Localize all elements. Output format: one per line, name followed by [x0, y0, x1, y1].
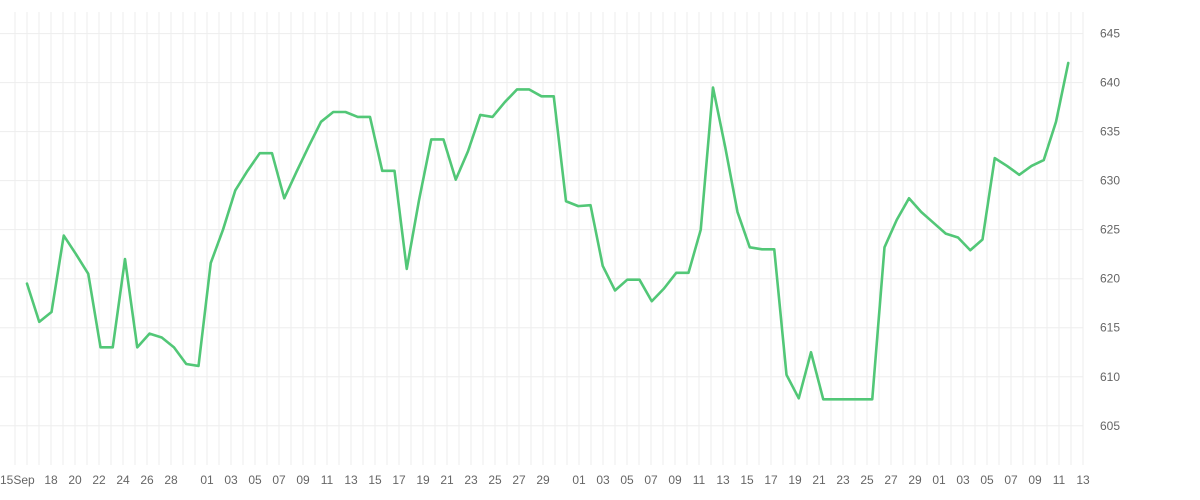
svg-text:09: 09	[296, 473, 310, 487]
svg-text:07: 07	[1004, 473, 1018, 487]
svg-text:11: 11	[1053, 473, 1066, 487]
svg-text:11: 11	[693, 473, 706, 487]
svg-text:17: 17	[392, 473, 406, 487]
svg-text:26: 26	[140, 473, 154, 487]
svg-text:23: 23	[836, 473, 850, 487]
svg-text:640: 640	[1100, 76, 1120, 90]
svg-text:17: 17	[764, 473, 778, 487]
svg-text:05: 05	[248, 473, 262, 487]
svg-text:15: 15	[740, 473, 754, 487]
svg-text:24: 24	[116, 473, 130, 487]
svg-text:01: 01	[572, 473, 586, 487]
svg-text:22: 22	[92, 473, 106, 487]
svg-text:15: 15	[368, 473, 382, 487]
svg-text:21: 21	[440, 473, 454, 487]
svg-text:27: 27	[884, 473, 898, 487]
svg-text:13: 13	[716, 473, 730, 487]
svg-text:625: 625	[1100, 223, 1120, 237]
svg-text:09: 09	[1028, 473, 1042, 487]
svg-text:07: 07	[644, 473, 658, 487]
svg-text:01: 01	[200, 473, 214, 487]
svg-text:19: 19	[416, 473, 430, 487]
svg-text:29: 29	[536, 473, 550, 487]
svg-text:25: 25	[860, 473, 874, 487]
svg-text:03: 03	[596, 473, 610, 487]
svg-text:01: 01	[932, 473, 946, 487]
svg-text:07: 07	[272, 473, 286, 487]
svg-text:23: 23	[464, 473, 478, 487]
svg-text:635: 635	[1100, 125, 1120, 139]
svg-text:21: 21	[812, 473, 826, 487]
svg-text:13: 13	[1076, 473, 1090, 487]
svg-text:20: 20	[68, 473, 82, 487]
svg-text:03: 03	[224, 473, 238, 487]
svg-text:05: 05	[620, 473, 634, 487]
svg-text:18: 18	[44, 473, 58, 487]
svg-text:11: 11	[321, 473, 334, 487]
svg-text:13: 13	[344, 473, 358, 487]
svg-text:05: 05	[980, 473, 994, 487]
svg-text:605: 605	[1100, 419, 1120, 433]
svg-text:630: 630	[1100, 174, 1120, 188]
svg-text:615: 615	[1100, 321, 1120, 335]
svg-text:09: 09	[668, 473, 682, 487]
svg-text:28: 28	[164, 473, 178, 487]
svg-text:19: 19	[788, 473, 802, 487]
svg-text:27: 27	[512, 473, 526, 487]
svg-text:620: 620	[1100, 272, 1120, 286]
svg-text:645: 645	[1100, 27, 1120, 41]
svg-text:29: 29	[908, 473, 922, 487]
svg-text:610: 610	[1100, 370, 1120, 384]
svg-text:03: 03	[956, 473, 970, 487]
svg-text:25: 25	[488, 473, 502, 487]
svg-text:15Sep: 15Sep	[0, 473, 35, 487]
